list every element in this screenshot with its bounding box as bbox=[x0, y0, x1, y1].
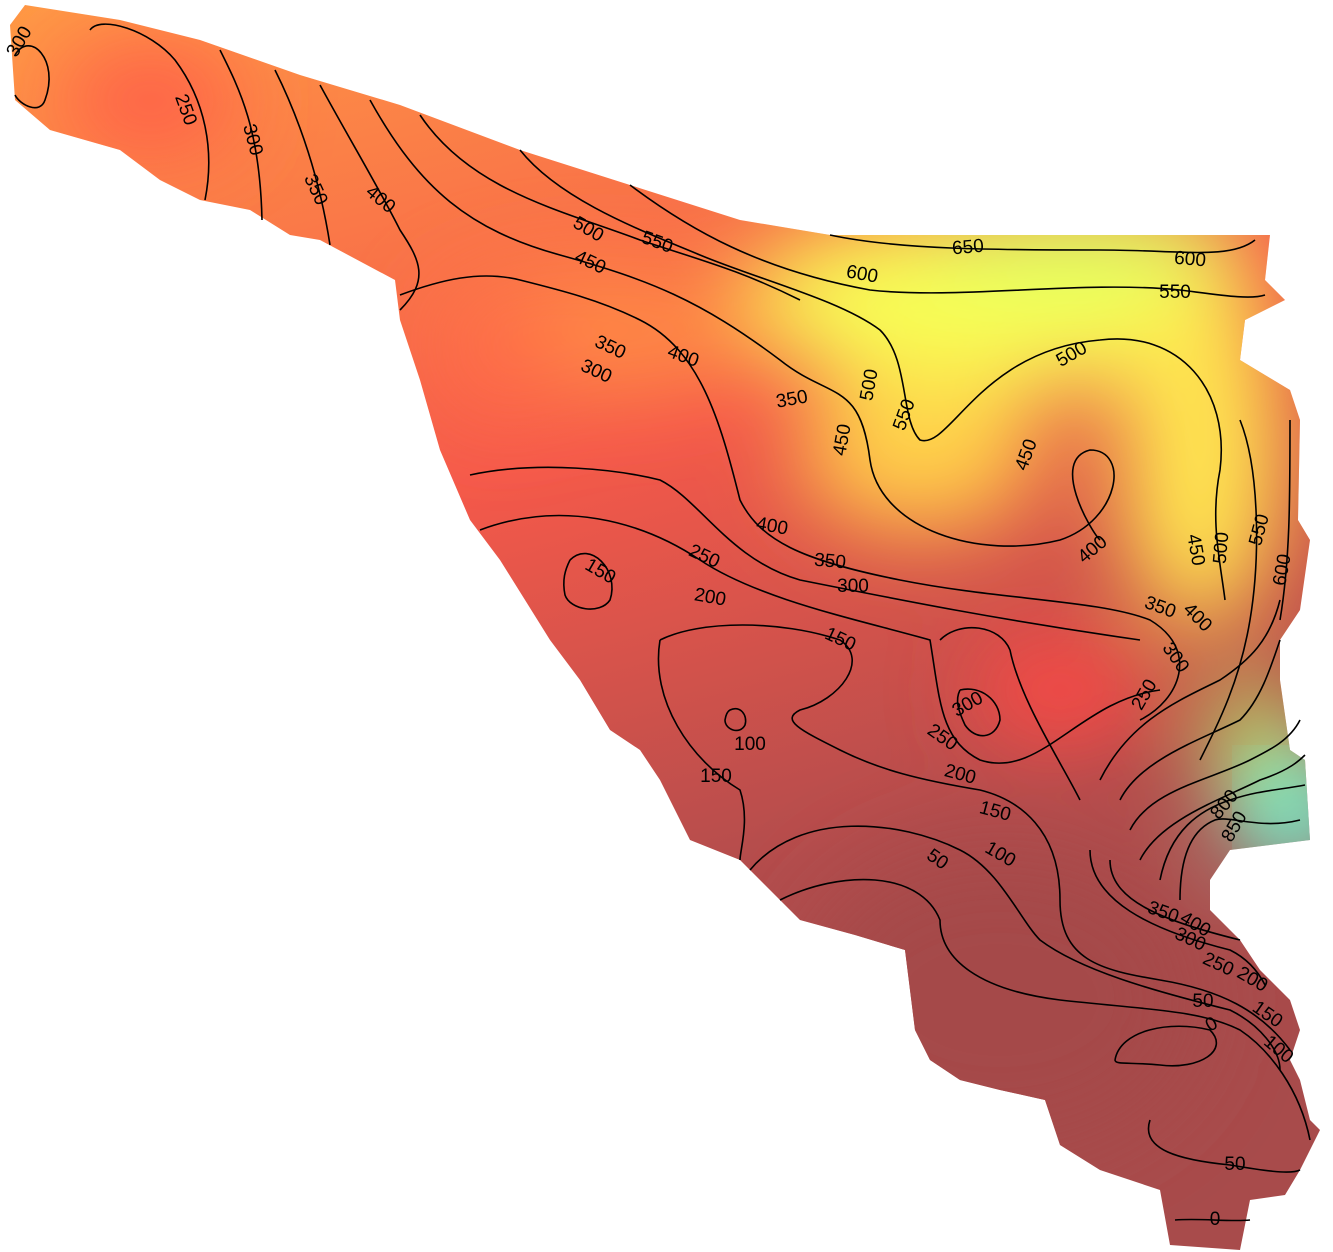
contour-lines bbox=[14, 23, 1311, 1222]
contour-label: 0 bbox=[1210, 1209, 1221, 1230]
contour-label: 600 bbox=[1173, 248, 1206, 272]
contour-label: 50 bbox=[1224, 1154, 1245, 1175]
contour-label: 300 bbox=[837, 576, 869, 597]
contour-label: 100 bbox=[734, 734, 766, 755]
contour-label: 350 bbox=[813, 550, 846, 574]
contour-label: 650 bbox=[951, 236, 984, 260]
contour-label: 150 bbox=[700, 766, 732, 787]
contour-label: 50 bbox=[1192, 991, 1213, 1012]
contour-label: 500 bbox=[1210, 531, 1234, 564]
contour-label: 550 bbox=[1159, 282, 1191, 303]
